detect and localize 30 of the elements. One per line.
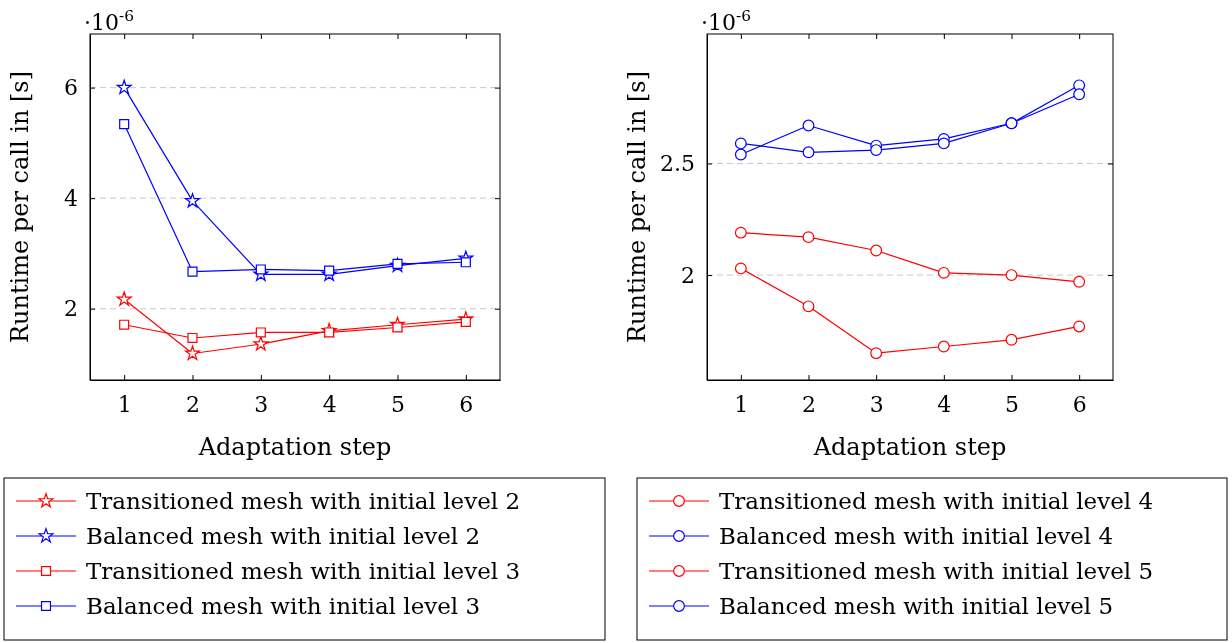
y-tick-label: 2 xyxy=(64,296,78,322)
legend-label: Transitioned mesh with initial level 4 xyxy=(719,488,1154,514)
x-tick-label: 3 xyxy=(869,391,884,417)
x-tick-label: 5 xyxy=(1005,391,1019,417)
legend-label: Balanced mesh with initial level 3 xyxy=(86,593,481,619)
x-tick-label: 4 xyxy=(937,391,952,417)
y-axis-title: Runtime per call in [s] xyxy=(623,70,651,344)
x-tick-label: 5 xyxy=(391,391,405,417)
x-axis-title: Adaptation step xyxy=(812,433,1007,461)
legend-label: Transitioned mesh with initial level 2 xyxy=(86,488,521,514)
y-axis-title: Runtime per call in [s] xyxy=(6,70,34,344)
x-tick-label: 1 xyxy=(117,391,132,417)
legend-label: Balanced mesh with initial level 2 xyxy=(86,523,481,549)
annotation: ·10$^{-6}$ xyxy=(701,7,751,35)
legend-label: Balanced mesh with initial level 5 xyxy=(719,593,1114,619)
legend-label: Transitioned mesh with initial level 3 xyxy=(86,558,521,584)
x-tick-label: 2 xyxy=(802,391,816,417)
y-tick-label: 6 xyxy=(64,75,78,101)
x-tick-label: 6 xyxy=(459,391,474,417)
x-tick-label: 2 xyxy=(186,391,200,417)
legend-label: Balanced mesh with initial level 4 xyxy=(719,523,1114,549)
x-tick-label: 4 xyxy=(322,391,337,417)
x-tick-label: 6 xyxy=(1072,391,1087,417)
x-tick-label: 1 xyxy=(734,391,749,417)
x-axis-title: Adaptation step xyxy=(197,433,392,461)
legend-label: Transitioned mesh with initial level 5 xyxy=(719,558,1154,584)
annotation: ·10$^{-6}$ xyxy=(84,7,134,35)
y-tick-label: 2.5 xyxy=(660,151,695,177)
y-tick-label: 4 xyxy=(64,185,78,211)
x-tick-label: 3 xyxy=(254,391,269,417)
